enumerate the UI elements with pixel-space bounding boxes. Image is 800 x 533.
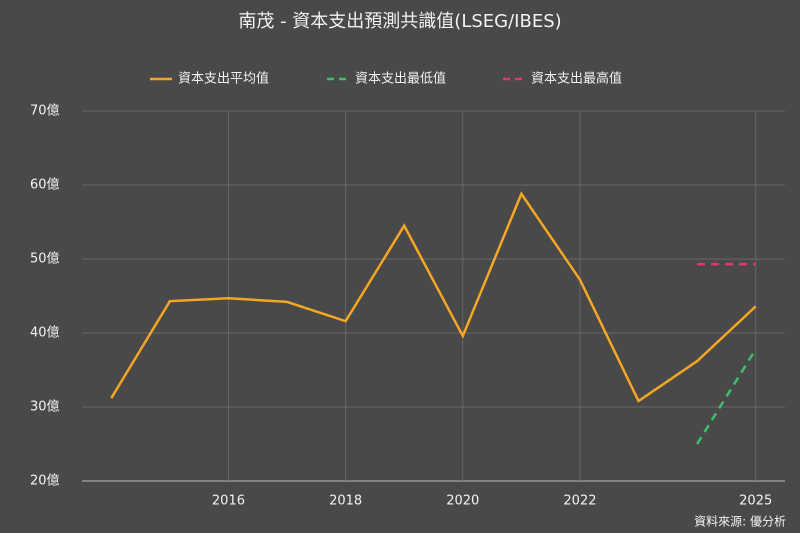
legend-label: 資本支出最低值 <box>355 71 446 87</box>
x-tick-label: 2018 <box>329 494 362 509</box>
x-tick-label: 2020 <box>446 494 479 509</box>
y-tick-label: 40億 <box>30 325 60 341</box>
x-tick-label: 2022 <box>563 494 596 509</box>
series-line <box>696 348 757 445</box>
source: 資料來源: 優分析 <box>694 515 786 529</box>
legend-label: 資本支出平均值 <box>178 71 269 87</box>
y-tick-label: 30億 <box>30 399 60 415</box>
chart-title: 南茂 - 資本支出預測共識值(LSEG/IBES) <box>238 11 561 32</box>
series-line <box>110 191 757 403</box>
legend-label: 資本支出最高值 <box>531 71 622 87</box>
y-tick-label: 20億 <box>30 473 60 489</box>
x-tick-label: 2025 <box>739 494 772 509</box>
y-tick-label: 50億 <box>30 251 60 267</box>
y-tick-label: 60億 <box>30 177 60 193</box>
y-tick-label: 70億 <box>30 103 60 119</box>
x-tick-label: 2016 <box>212 494 245 509</box>
